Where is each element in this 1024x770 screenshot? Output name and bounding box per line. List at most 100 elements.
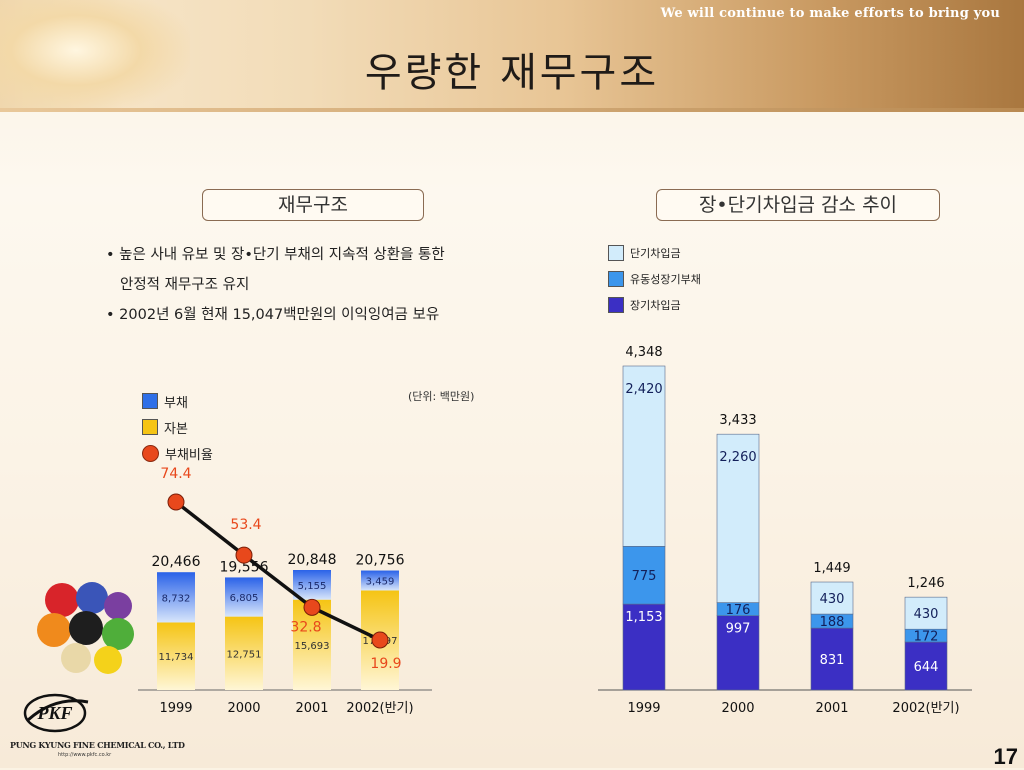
pellet-yellow — [94, 646, 122, 674]
long-term-bar — [810, 627, 854, 691]
debt-ratio-label: 74.4 — [160, 466, 191, 482]
legend-label-ratio: 부채비율 — [165, 447, 213, 463]
total-value-label: 1,246 — [907, 576, 944, 591]
company-website: http://www.pkfc.co.kr — [58, 752, 112, 758]
company-name: PUNG KYUNG FINE CHEMICAL CO., LTD — [10, 740, 185, 750]
x-tick-label: 1999 — [159, 701, 192, 716]
legend-label-debt: 부채 — [164, 395, 188, 411]
debt-bar — [157, 572, 195, 623]
short-term-value-label: 430 — [820, 592, 845, 607]
x-tick-label: 2001 — [815, 701, 848, 716]
debt-value-label: 5,155 — [298, 581, 327, 592]
long-term-bar — [622, 603, 666, 691]
total-value-label: 4,348 — [625, 345, 662, 360]
bullet-item: • 2002년 6월 현재 15,047백만원의 이익잉여금 보유 — [106, 307, 440, 323]
legend-item-current-long-term: 유동성장기부채 — [608, 266, 701, 292]
legend-item-equity: 자본 — [142, 414, 213, 440]
debt-bar — [225, 577, 263, 617]
pellet-purple — [104, 592, 132, 620]
pellet-green — [102, 618, 134, 650]
total-value-label: 20,466 — [152, 554, 201, 570]
long-term-value-label: 1,153 — [625, 610, 662, 625]
current-long-term-bar — [622, 546, 666, 605]
debt-bar — [361, 570, 399, 591]
debt-value-label: 8,732 — [162, 593, 191, 604]
current-long-term-value-label: 775 — [632, 569, 657, 584]
header-glow-decoration — [0, 0, 190, 112]
x-tick-label: 2002(반기) — [346, 701, 413, 716]
short-term-bar — [810, 581, 854, 615]
financial-structure-heading: 재무구조 — [202, 189, 424, 221]
company-logo: PKF — [10, 690, 180, 740]
borrowings-trend-heading: 장•단기차입금 감소 추이 — [656, 189, 940, 221]
equity-bar — [225, 616, 263, 690]
right-chart-legend: 단기차입금 유동성장기부채 장기차입금 — [608, 240, 701, 318]
x-tick-label: 2000 — [721, 701, 754, 716]
x-tick-label: 1999 — [627, 701, 660, 716]
x-tick-label: 2000 — [227, 701, 260, 716]
short-term-value-label: 430 — [914, 607, 939, 622]
long-term-value-label: 644 — [914, 660, 939, 675]
pkf-logo-icon: PKF — [23, 693, 89, 733]
debt-ratio-label: 32.8 — [290, 619, 321, 635]
logo-text: PKF — [36, 703, 72, 723]
legend-swatch-equity — [142, 419, 158, 435]
pellet-orange — [37, 613, 71, 647]
page-number: 17 — [993, 744, 1018, 769]
debt-ratio-point — [235, 546, 253, 564]
legend-item-debt: 부채 — [142, 388, 213, 414]
legend-label-long-term: 장기차입금 — [630, 299, 681, 312]
x-tick-label: 2001 — [295, 701, 328, 716]
current-long-term-value-label: 176 — [726, 603, 751, 618]
unit-label: (단위: 백만원) — [408, 390, 475, 403]
debt-ratio-point — [167, 493, 185, 511]
bullet-item-continued: 안정적 재무구조 유지 — [120, 277, 250, 293]
short-term-value-label: 2,260 — [719, 450, 756, 465]
debt-value-label: 3,459 — [366, 576, 395, 587]
legend-label-current-long-term: 유동성장기부채 — [630, 273, 701, 286]
total-value-label: 1,449 — [813, 561, 850, 576]
bullet-item: • 높은 사내 유보 및 장•단기 부채의 지속적 상환을 통한 — [106, 247, 445, 263]
header-slogan: We will continue to make efforts to brin… — [660, 6, 1000, 21]
equity-bar — [157, 622, 195, 690]
equity-value-label: 12,751 — [227, 649, 262, 660]
long-term-value-label: 831 — [820, 653, 845, 668]
short-term-bar — [716, 433, 760, 603]
legend-swatch-current-long-term — [608, 271, 624, 287]
page-title: 우량한 재무구조 — [364, 50, 660, 96]
short-term-bar — [904, 596, 948, 630]
header-banner — [0, 0, 1024, 112]
pellet-blue — [76, 582, 108, 614]
legend-label-short-term: 단기차입금 — [630, 247, 681, 260]
long-term-value-label: 997 — [726, 622, 751, 637]
debt-ratio-point — [371, 631, 389, 649]
legend-swatch-short-term — [608, 245, 624, 261]
legend-item-ratio: 부채비율 — [142, 440, 213, 466]
current-long-term-value-label: 172 — [914, 630, 939, 645]
total-value-label: 20,848 — [288, 552, 337, 568]
legend-dot-ratio — [142, 444, 159, 462]
debt-value-label: 6,805 — [230, 593, 259, 604]
debt-ratio-label: 19.9 — [370, 656, 401, 672]
short-term-value-label: 2,420 — [625, 382, 662, 397]
bullet-list: • 높은 사내 유보 및 장•단기 부채의 지속적 상환을 통한 안정적 재무구… — [106, 240, 445, 330]
x-tick-label: 2002(반기) — [892, 701, 959, 716]
total-value-label: 3,433 — [719, 413, 756, 428]
total-value-label: 20,756 — [356, 553, 405, 569]
debt-ratio-label: 53.4 — [230, 517, 261, 533]
legend-swatch-debt — [142, 393, 158, 409]
legend-swatch-long-term — [608, 297, 624, 313]
equity-value-label: 15,693 — [295, 641, 330, 652]
pellet-black — [69, 611, 103, 645]
colored-pellets-image — [37, 582, 134, 674]
debt-ratio-point — [303, 598, 321, 616]
legend-item-long-term: 장기차입금 — [608, 292, 701, 318]
pellet-beige — [61, 643, 91, 673]
left-chart-legend: 부채 자본 부채비율 — [142, 388, 213, 466]
short-term-bar — [622, 365, 666, 547]
equity-value-label: 11,734 — [159, 652, 194, 663]
current-long-term-value-label: 188 — [820, 615, 845, 630]
legend-label-equity: 자본 — [164, 421, 188, 437]
